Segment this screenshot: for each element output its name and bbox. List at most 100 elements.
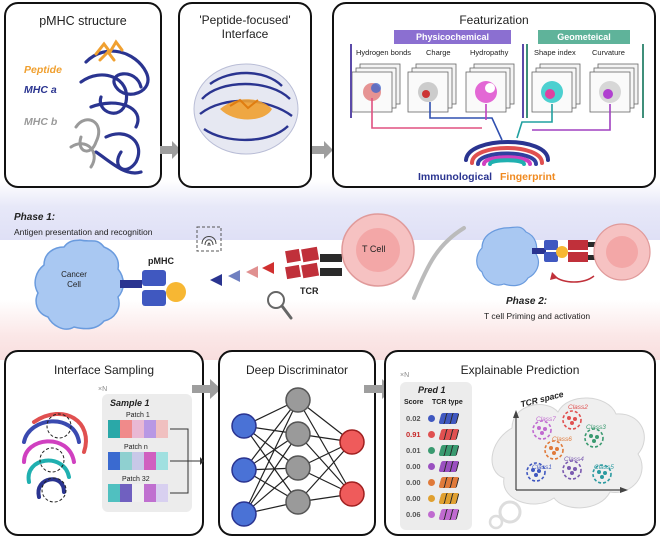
phase1-title: Phase 1: [14,212,56,223]
thought-bubbles [488,500,522,530]
feature-label-curvature: Curvature [592,48,625,57]
neural-network-diagram [231,387,365,527]
hidden-node [285,421,311,447]
patch-strips [108,420,204,502]
tcr-type-dot [428,479,435,486]
cancer-cell-illustration [34,239,124,330]
network-edge [297,441,353,503]
tcr-type-icon [438,413,460,424]
network-edge [243,399,299,471]
tcr-type-dot [428,447,435,454]
interface-panel: 'Peptide-focused' Interface [178,2,312,188]
class-label-3: Class3 [586,424,606,431]
patch-label-32: Patch 32 [122,476,150,483]
score-row: 0.00 [404,476,470,490]
output-node [339,481,365,507]
feature-label-hbonds: Hydrogen bonds [356,48,412,57]
patch-label-1: Patch 1 [126,412,150,419]
pmhc-label: pMHC [148,256,174,266]
sampling-title: Interface Sampling [53,363,155,377]
tcell-illustration [341,213,415,287]
score-value: 0.06 [406,510,421,519]
network-edge [297,399,353,495]
geometrical-bracket [526,44,644,118]
magnifier-icon [267,291,293,320]
class-cluster [584,428,604,448]
hidden-node [285,455,311,481]
interface-title-line2: Interface [221,27,269,41]
tcr-type-dot [428,431,435,438]
pmhc-ribbon-illustration [69,39,150,175]
score-row: 0.00 [404,492,470,506]
sampling-fingerprint-illustration [22,411,88,503]
tcr-type-icon [438,429,460,440]
class-label-2: Class2 [568,404,588,411]
panel-title: pMHC structure [39,14,127,28]
tcr-type-icon [438,445,460,456]
class-cluster [532,420,552,440]
feature-label-shape-index: Shape index [534,48,576,57]
physicochemical-tag: Physicochemical [394,30,511,44]
cancer-cell-label: Cancer Cell [61,270,87,289]
tcr-type-dot [428,495,435,502]
tcr-type-dot [428,511,435,518]
phase2-title: Phase 2: [506,296,548,307]
mhc-b-label: MHC b [24,116,58,128]
tcr-label: TCR [300,286,319,296]
phase1-description: Antigen presentation and recognition [14,227,153,237]
phase2-description: T cell Priming and activation [484,311,591,321]
score-row: 0.01 [404,444,470,458]
score-value: 0.01 [406,446,421,455]
class-cluster [592,464,612,484]
pred-label: Pred 1 [418,385,446,395]
score-row: 0.91 [404,428,470,442]
fingerprint-icon [196,226,222,252]
sampling-multiplier: ×N [98,386,108,393]
explainable-prediction-panel: Explainable Prediction ×N Pred 1 Score T… [384,350,656,536]
input-node [231,457,257,483]
sample-label: Sample 1 [110,398,150,408]
network-edge [297,433,353,495]
tcr-type-dot [428,415,435,422]
input-node [231,413,257,439]
score-list: 0.02 0.91 0.01 0.00 0.00 0.00 0.06 [404,412,472,528]
network-edge [243,425,299,503]
class-label-7: Class7 [536,416,556,423]
score-row: 0.00 [404,460,470,474]
score-value: 0.91 [406,430,421,439]
tcr-receptor-illustration [285,246,342,280]
network-edge [243,433,299,515]
patch-label-n: Patch n [124,444,148,451]
output-node [339,429,365,455]
deep-discriminator-panel: Deep Discriminator [218,350,376,536]
score-row: 0.06 [404,508,470,522]
fingerprint-label-a: Immunological [418,171,493,183]
featurization-title: Featurization [459,13,529,27]
score-value: 0.02 [406,414,421,423]
interface-sampling-panel: Interface Sampling ×N Sample 1 Patch 1 P… [4,350,204,536]
phase2-interaction-illustration [476,223,651,287]
prediction-title: Explainable Prediction [460,363,580,377]
class-cluster [562,410,582,430]
feature-label-charge: Charge [426,48,451,57]
discriminator-title: Deep Discriminator [245,363,349,377]
geometrical-tag: Geometeical [538,30,630,44]
tcr-type-icon [438,477,460,488]
phase1-background [0,180,660,240]
class-label-1: Class1 [532,464,552,471]
interface-title-line1: 'Peptide-focused' [199,13,291,27]
prediction-card [400,382,472,530]
score-column-header: Score [404,399,424,406]
flow-arrow-3 [192,379,221,399]
feature-label-hydropathy: Hydropathy [470,48,509,57]
tcr-space-cloud [491,397,645,509]
prediction-multiplier: ×N [400,372,410,379]
class-cluster [544,440,564,460]
class-cluster [562,460,582,480]
network-edge [243,399,299,515]
class-label-6: Class6 [552,436,572,443]
hidden-node [285,387,311,413]
class-label-5: Class5 [594,464,614,471]
hidden-node [285,489,311,515]
score-value: 0.00 [406,478,421,487]
